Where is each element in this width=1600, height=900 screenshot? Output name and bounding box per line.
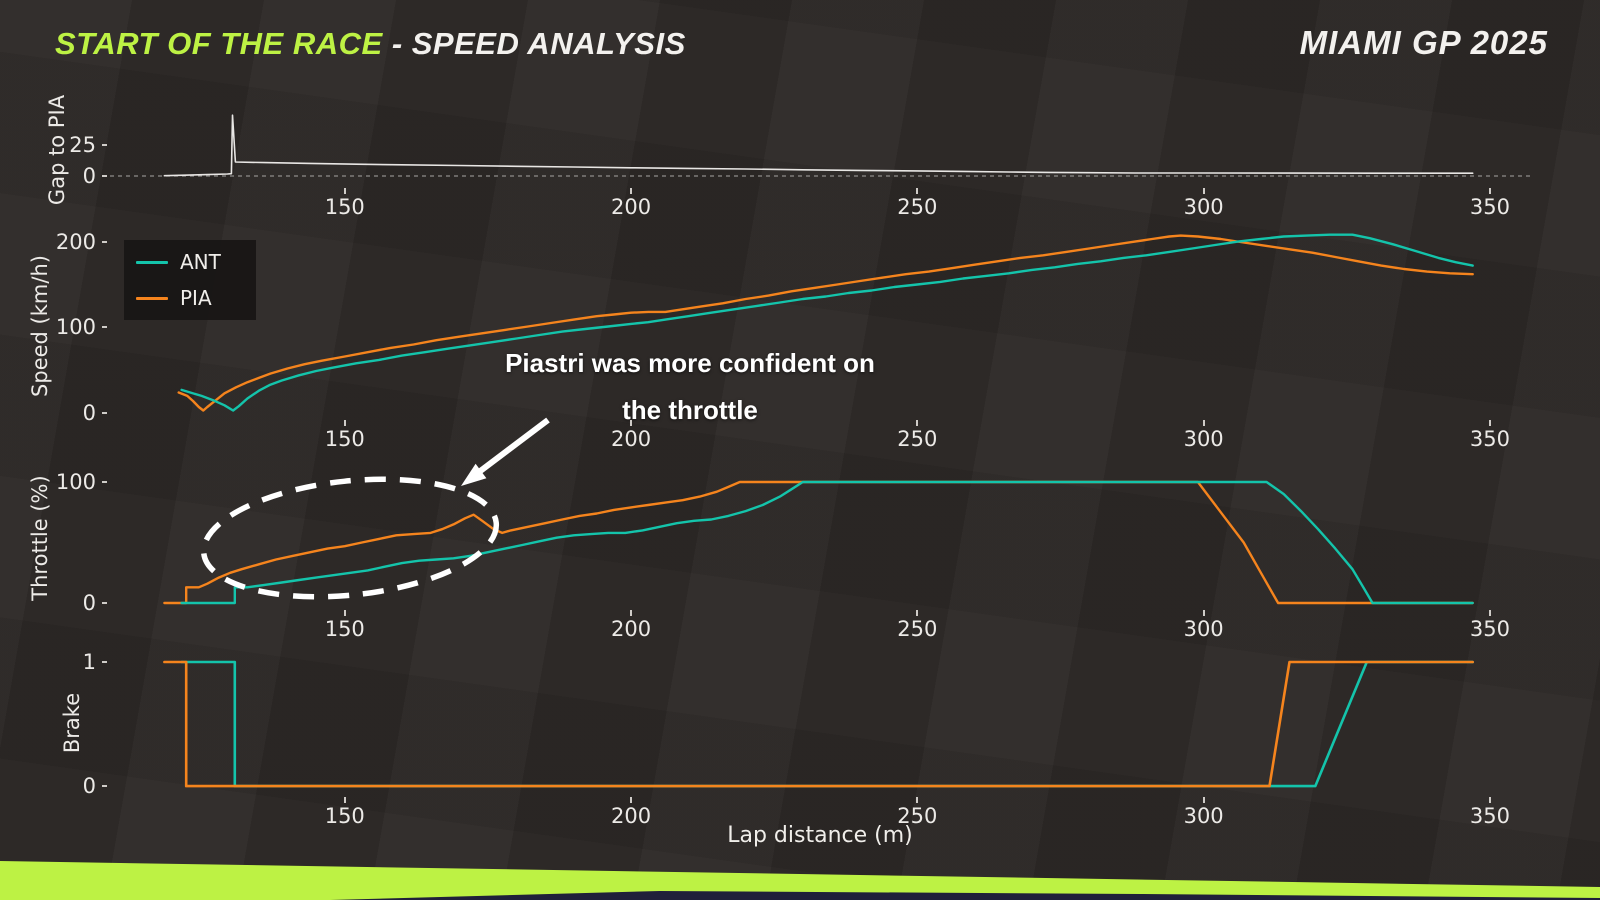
x-tick-label: 300 [1183, 617, 1224, 641]
y-tick [102, 481, 107, 484]
x-tick [1488, 420, 1491, 426]
x-tick [630, 610, 633, 616]
speed-plot [177, 233, 1474, 412]
footer-navy-sliver [330, 891, 1600, 900]
x-tick [343, 188, 346, 194]
x-tick [1488, 797, 1491, 803]
x-tick [1202, 797, 1205, 803]
x-tick-label: 300 [1183, 804, 1224, 828]
y-tick [102, 412, 107, 415]
x-tick [916, 420, 919, 426]
y-tick [102, 143, 107, 146]
gap-to-pia-plot [110, 114, 1530, 177]
x-tick [1202, 610, 1205, 616]
x-tick-label: 150 [324, 427, 365, 451]
brake-axis-label: Brake [60, 692, 84, 754]
x-tick [630, 797, 633, 803]
x-tick [1488, 610, 1491, 616]
legend-item-ant: ANT [136, 250, 244, 274]
annotation-text: Piastri was more confident on the thrott… [440, 340, 940, 434]
x-tick-label: 150 [324, 617, 365, 641]
x-tick-label: 150 [324, 804, 365, 828]
x-tick [343, 797, 346, 803]
throttle-line-pia [163, 480, 1474, 605]
x-tick [630, 188, 633, 194]
x-tick-label: 250 [897, 195, 938, 219]
y-tick-label: 0 [82, 774, 96, 799]
y-tick [102, 326, 107, 329]
legend-item-pia: PIA [136, 286, 244, 310]
y-tick-label: 200 [55, 229, 96, 254]
y-tick [102, 240, 107, 243]
brake-line-pia [163, 660, 1474, 788]
event-title: MIAMI GP 2025 [1299, 24, 1548, 61]
page-title-rest: - SPEED ANALYSIS [382, 26, 686, 61]
throttle-plot [163, 480, 1474, 605]
x-tick [916, 188, 919, 194]
x-tick [916, 610, 919, 616]
x-tick-label: 250 [897, 427, 938, 451]
x-tick [343, 610, 346, 616]
ant-line-swatch [136, 260, 168, 264]
y-tick [102, 785, 107, 788]
speed-line-ant [180, 233, 1474, 412]
legend: ANT PIA [124, 240, 256, 320]
x-tick [916, 797, 919, 803]
page-title-highlight: START OF THE RACE [55, 26, 383, 61]
y-tick [102, 661, 107, 664]
y-tick [102, 602, 107, 605]
legend-label-pia: PIA [180, 286, 212, 310]
x-tick-label: 250 [897, 617, 938, 641]
x-tick-label: 200 [611, 617, 652, 641]
x-tick-label: 350 [1469, 195, 1510, 219]
x-axis-title: Lap distance (m) [727, 823, 913, 848]
pia-line-swatch [136, 296, 168, 300]
legend-label-ant: ANT [180, 250, 221, 274]
brake-plot [163, 660, 1474, 788]
x-tick-label: 350 [1469, 804, 1510, 828]
x-tick-label: 150 [324, 195, 365, 219]
x-tick [1202, 188, 1205, 194]
x-tick-label: 200 [611, 427, 652, 451]
gap-line-gap [163, 114, 1474, 177]
x-tick-label: 350 [1469, 617, 1510, 641]
y-tick-label: 0 [82, 591, 96, 616]
x-tick-label: 200 [611, 195, 652, 219]
x-tick-label: 300 [1183, 195, 1224, 219]
x-tick-label: 300 [1183, 427, 1224, 451]
y-tick-label: 0 [82, 163, 96, 188]
y-tick-label: 25 [69, 132, 96, 157]
x-tick-label: 350 [1469, 427, 1510, 451]
y-tick-label: 100 [55, 315, 96, 340]
y-tick-label: 100 [55, 470, 96, 495]
x-tick [1488, 188, 1491, 194]
annotation-line2: the throttle [622, 395, 758, 425]
x-tick-label: 200 [611, 804, 652, 828]
y-tick-label: 0 [82, 401, 96, 426]
speed-line-pia [177, 234, 1474, 412]
x-tick-label: 250 [897, 804, 938, 828]
annotation-line1: Piastri was more confident on [505, 348, 875, 378]
throttle-axis-label: Throttle (%) [28, 475, 52, 601]
x-tick [1202, 420, 1205, 426]
throttle-line-ant [180, 480, 1474, 605]
x-tick [630, 420, 633, 426]
y-tick [102, 174, 107, 177]
x-tick [343, 420, 346, 426]
footer-green-band [0, 861, 1600, 900]
page-title: START OF THE RACE - SPEED ANALYSIS [55, 26, 686, 62]
y-tick-label: 1 [82, 650, 96, 675]
